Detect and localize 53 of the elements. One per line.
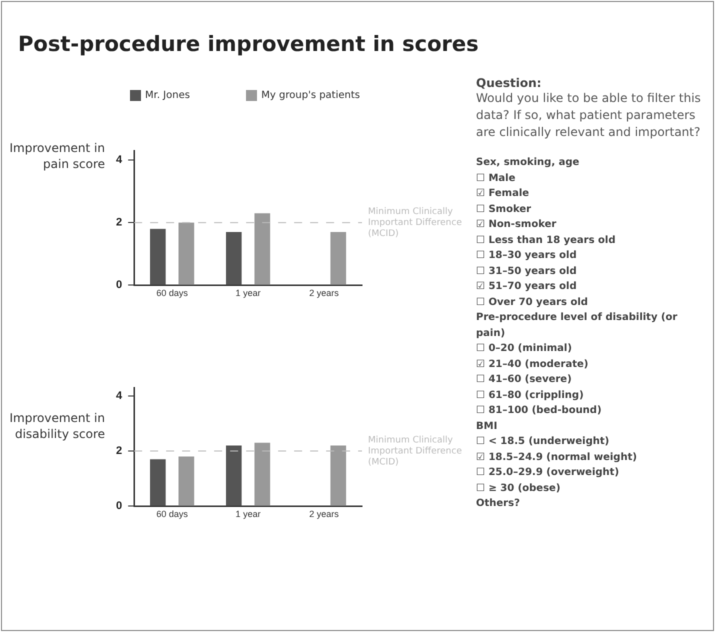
- bar: [226, 232, 242, 285]
- y-axis-title: Improvement in pain score: [8, 140, 105, 172]
- text: ☐ 41–60 (severe): [476, 373, 573, 387]
- text: ☑ 21–40 (moderate): [476, 358, 590, 372]
- text: ☑ Female: [476, 187, 530, 201]
- y-tick-label: 4: [116, 154, 123, 166]
- text: ☐ Over 70 years old: [476, 296, 589, 310]
- text: ☐ 81–100 (bed-bound): [476, 404, 603, 418]
- text: BMI: [476, 420, 498, 434]
- x-tick-label: 1 year: [236, 288, 261, 298]
- bar: [226, 446, 242, 506]
- bar: [150, 228, 166, 285]
- bar: [330, 232, 346, 285]
- y-tick-label: 0: [116, 500, 122, 512]
- text: ☐ 18–30 years old: [476, 249, 578, 263]
- bar: [254, 442, 270, 506]
- bar: [150, 459, 166, 506]
- text: ☐ 31–50 years old: [476, 264, 578, 278]
- y-tick-label: 0: [116, 279, 122, 292]
- text: Pre-procedure level of disability (or pain): [476, 311, 678, 340]
- text: ☐ 61–80 (crippling): [476, 388, 585, 402]
- text: ☐ Male: [476, 172, 516, 186]
- text: Sex, smoking, age: [476, 156, 580, 170]
- y-axis-title: Improvement in disability score: [8, 410, 105, 442]
- legend-label: Mr. Jones: [145, 90, 190, 101]
- x-tick-label: 1 year: [236, 509, 261, 520]
- ref-line-label: Minimum Clinically Important Difference (MCID): [368, 435, 462, 468]
- text: ☑ 18.5–24.9 (normal weight): [476, 450, 638, 464]
- x-tick-label: 2 years: [309, 509, 340, 520]
- bar: [178, 222, 194, 285]
- chart-title: Post-procedure improvement in scores: [18, 32, 479, 56]
- y-tick-label: 4: [116, 390, 123, 402]
- x-tick-label: 60 days: [156, 509, 188, 520]
- text: ☐ Smoker: [476, 202, 532, 216]
- text: Would you like to be able to filter this data? If so, what patient parameters are clinically relevant and important?: [476, 90, 702, 141]
- text: ☐ 0–20 (minimal): [476, 342, 573, 356]
- text: ☑ 51–70 years old: [476, 280, 578, 294]
- ref-line-label: Minimum Clinically Important Difference (MCID): [368, 206, 462, 239]
- legend-label: My group's patients: [261, 90, 360, 101]
- text: ☑ Non-smoker: [476, 218, 558, 232]
- x-tick-label: 2 years: [309, 288, 340, 298]
- bar: [254, 213, 270, 285]
- text: ☐ Less than 18 years old: [476, 234, 617, 248]
- x-tick-label: 60 days: [156, 288, 188, 298]
- text: ☐ < 18.5 (underweight): [476, 435, 610, 449]
- text: ☐ 25.0–29.9 (overweight): [476, 466, 620, 480]
- text: Question:: [476, 76, 542, 90]
- bar: [330, 446, 346, 506]
- text: ☐ ≥ 30 (obese): [476, 482, 562, 496]
- y-tick-label: 2: [116, 216, 122, 229]
- bar: [178, 456, 194, 506]
- text: Others?: [476, 497, 521, 511]
- y-tick-label: 2: [116, 445, 122, 458]
